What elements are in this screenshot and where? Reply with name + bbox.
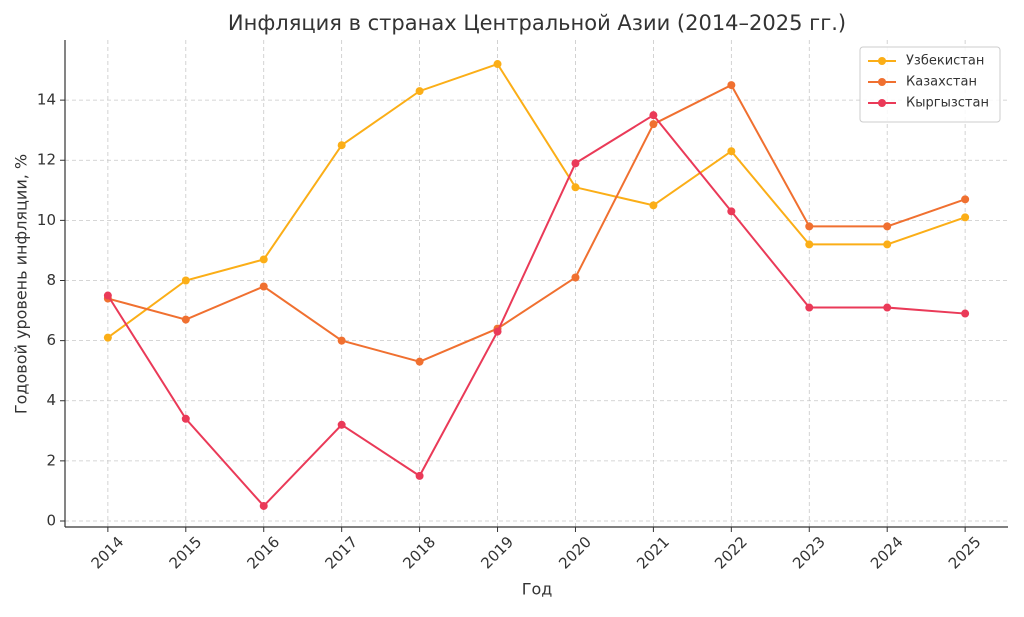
x-tick-label: 2018 — [399, 533, 439, 573]
point — [961, 309, 970, 318]
point — [259, 282, 268, 291]
y-tick-label: 8 — [46, 271, 56, 289]
x-tick-label: 2023 — [789, 533, 829, 573]
point — [727, 147, 736, 156]
x-tick-label: 2017 — [321, 533, 361, 573]
point — [961, 195, 970, 204]
x-axis-label: Год — [522, 580, 553, 599]
point — [961, 213, 970, 222]
x-tick-label: 2021 — [633, 533, 673, 573]
x-tick-label: 2022 — [711, 533, 751, 573]
point — [493, 60, 502, 69]
point — [259, 255, 268, 264]
legend-marker — [878, 78, 886, 86]
point — [571, 273, 580, 282]
point — [571, 159, 580, 168]
y-tick-label: 12 — [37, 151, 56, 169]
point — [493, 327, 502, 336]
point — [181, 414, 190, 423]
point — [259, 501, 268, 510]
point — [415, 357, 424, 366]
point — [103, 291, 112, 300]
x-tick-label: 2014 — [88, 533, 128, 573]
y-axis-label: Годовой уровень инфляции, % — [12, 154, 31, 414]
point — [181, 276, 190, 285]
legend-label: Кыргызстан — [906, 96, 989, 111]
x-tick-label: 2015 — [166, 533, 206, 573]
x-tick-label: 2020 — [555, 533, 595, 573]
point — [883, 222, 892, 231]
point — [415, 471, 424, 480]
point — [649, 111, 658, 120]
x-tick-label: 2024 — [867, 533, 907, 573]
point — [649, 120, 658, 129]
legend-marker — [878, 57, 886, 65]
point — [883, 303, 892, 312]
y-tick-label: 6 — [46, 331, 56, 349]
point — [103, 333, 112, 342]
point — [571, 183, 580, 192]
point — [805, 240, 814, 249]
x-tick-label: 2016 — [244, 533, 284, 573]
point — [649, 201, 658, 210]
point — [181, 315, 190, 324]
point — [337, 336, 346, 345]
point — [805, 303, 814, 312]
point — [727, 207, 736, 216]
point — [337, 141, 346, 150]
y-tick-label: 2 — [46, 451, 56, 469]
y-tick-label: 14 — [37, 91, 56, 109]
legend-label: Узбекистан — [906, 54, 984, 69]
point — [727, 81, 736, 90]
y-tick-label: 0 — [46, 511, 56, 529]
y-tick-label: 4 — [46, 391, 56, 409]
point — [415, 87, 424, 96]
point — [337, 420, 346, 429]
point — [883, 240, 892, 249]
chart-title: Инфляция в странах Центральной Азии (201… — [228, 11, 846, 35]
legend-label: Казахстан — [906, 75, 977, 90]
series-line — [107, 62, 966, 339]
legend-marker — [878, 99, 886, 107]
point — [805, 222, 814, 231]
x-tick-label: 2025 — [945, 533, 985, 573]
series-line — [107, 83, 966, 363]
series-line — [107, 113, 966, 508]
x-tick-label: 2019 — [477, 533, 517, 573]
y-tick-label: 10 — [37, 211, 56, 229]
